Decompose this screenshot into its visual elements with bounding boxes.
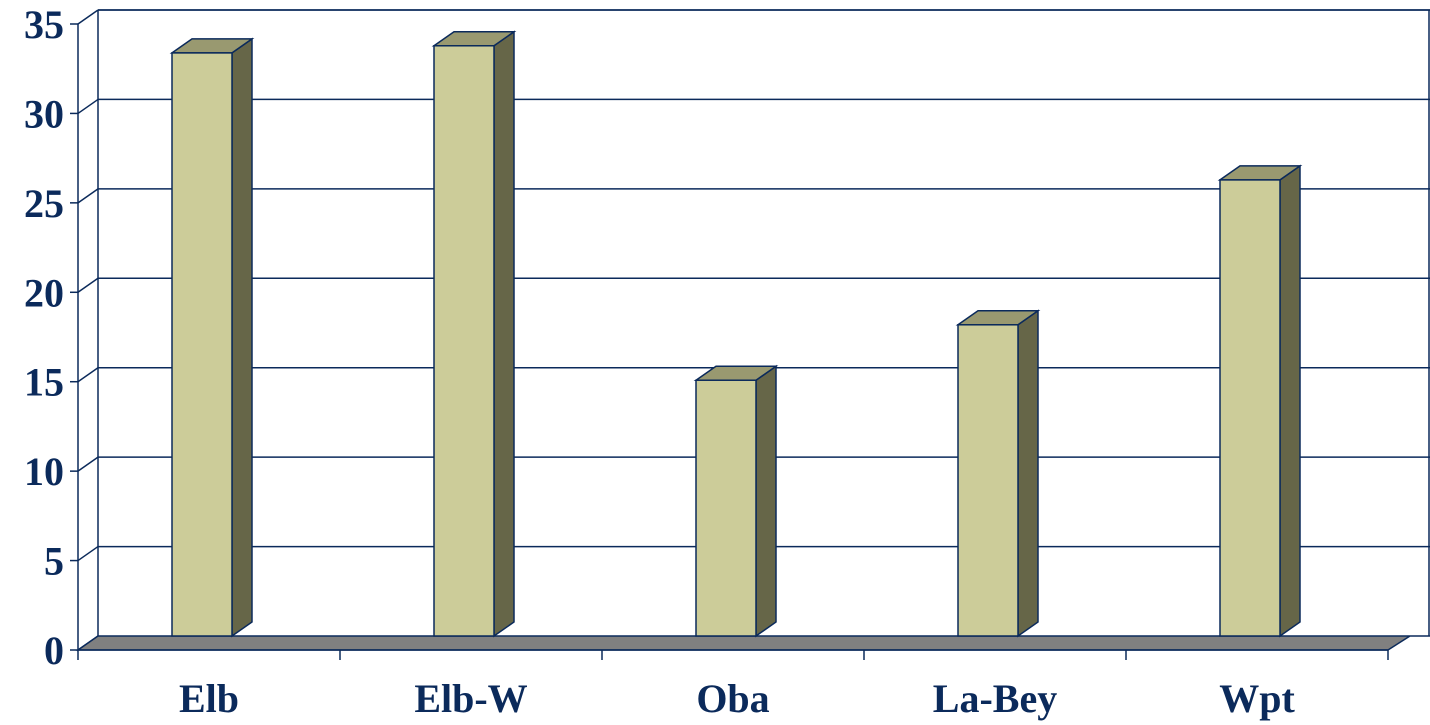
grid-line-side	[77, 456, 99, 472]
grid-line-side	[77, 277, 99, 293]
floor-slab	[75, 635, 1430, 651]
bar-wpt	[1217, 164, 1303, 638]
x-category-label: La-Bey	[933, 676, 1057, 721]
bar-front	[433, 45, 495, 637]
y-tick-label: 10	[24, 449, 64, 494]
bar-la-bey	[955, 309, 1041, 638]
y-tick-label: 35	[24, 2, 64, 47]
bar-oba	[693, 364, 779, 638]
x-axis-labels: Elb Elb-W Oba La-Bey Wpt	[77, 649, 1389, 721]
x-category-label: Wpt	[1219, 676, 1295, 721]
y-tick-label: 25	[24, 181, 64, 226]
bar-elb-w	[431, 30, 517, 638]
grid-line-side	[77, 9, 99, 25]
bar-elb	[169, 37, 255, 638]
y-tick-label: 0	[44, 628, 64, 673]
grid-line-side	[77, 367, 99, 383]
y-tick-label: 20	[24, 270, 64, 315]
bar-front	[695, 379, 757, 637]
y-tick-label: 30	[24, 91, 64, 136]
x-category-label: Oba	[696, 676, 769, 721]
y-axis-ticks: 0 5 10 15 20 25 30 35	[24, 2, 78, 673]
grid-line-side	[77, 188, 99, 204]
grid-line-side	[77, 545, 99, 562]
chart-floor	[75, 635, 1430, 651]
bar-side	[231, 37, 253, 638]
x-category-label: Elb-W	[414, 676, 527, 721]
grid-line-side	[77, 98, 99, 115]
bar-side	[493, 30, 515, 638]
bar-side	[1017, 309, 1039, 638]
bar-side	[755, 364, 777, 638]
y-tick-label: 5	[44, 539, 64, 584]
bar-front	[957, 324, 1019, 637]
x-category-label: Elb	[179, 676, 239, 721]
bars	[169, 30, 1303, 638]
bar-side	[1279, 164, 1301, 638]
bar-front	[1219, 179, 1281, 637]
y-tick-label: 15	[24, 360, 64, 405]
bar-front	[171, 52, 233, 637]
